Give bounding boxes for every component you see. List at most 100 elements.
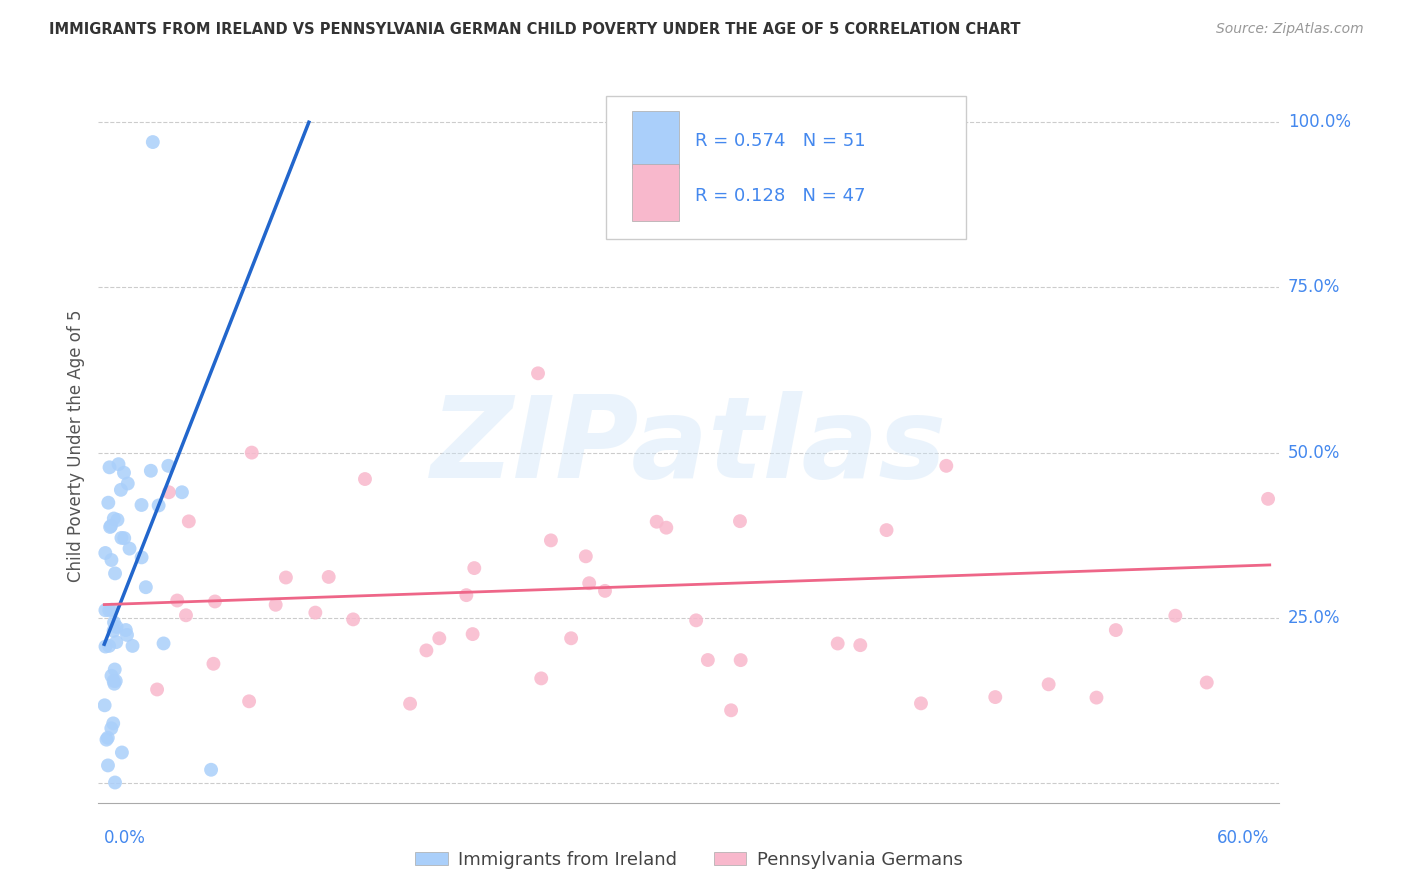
Point [135,580,157,594]
Point [105,620,128,634]
Point [174,608,197,623]
Point [849,638,872,652]
Point [100,721,122,735]
Point [527,367,550,381]
Text: Source: ZipAtlas.com: Source: ZipAtlas.com [1216,22,1364,37]
Point [93,698,115,713]
Point [112,466,135,480]
Point [696,653,718,667]
Point [1105,623,1128,637]
Point [876,523,898,537]
Point [104,673,127,688]
Point [100,669,122,683]
Legend: Immigrants from Ireland, Pennsylvania Germans: Immigrants from Ireland, Pennsylvania Ge… [408,844,970,876]
Point [415,643,437,657]
Point [1195,675,1218,690]
Point [264,598,287,612]
Point [456,588,478,602]
Point [685,613,707,627]
Point [399,697,422,711]
Point [131,498,153,512]
Text: 100.0%: 100.0% [1288,113,1351,131]
Point [103,673,125,688]
Point [98,460,121,475]
Text: ZIPatlas: ZIPatlas [430,391,948,501]
Point [110,531,132,545]
Point [318,570,340,584]
Point [728,514,751,528]
Point [575,549,598,564]
Point [103,511,125,525]
Point [730,653,752,667]
Text: 50.0%: 50.0% [1288,443,1340,461]
Point [984,690,1007,704]
Point [142,135,165,149]
Point [593,583,616,598]
Point [100,519,122,533]
Point [540,533,562,548]
Point [530,672,553,686]
Point [1085,690,1108,705]
Point [157,458,180,473]
Text: IMMIGRANTS FROM IRELAND VS PENNSYLVANIA GERMAN CHILD POVERTY UNDER THE AGE OF 5 : IMMIGRANTS FROM IRELAND VS PENNSYLVANIA … [49,22,1021,37]
Point [354,472,377,486]
Point [107,457,129,471]
Point [427,632,450,646]
Point [117,476,139,491]
Point [104,775,127,789]
Text: 25.0%: 25.0% [1288,609,1340,627]
Point [827,636,849,650]
Point [121,639,143,653]
Point [274,570,297,584]
Point [114,623,136,637]
Point [152,636,174,650]
Text: R = 0.128   N = 47: R = 0.128 N = 47 [695,187,865,205]
Point [111,746,134,760]
Point [110,483,132,497]
Point [645,515,668,529]
Point [98,520,121,534]
Text: 75.0%: 75.0% [1288,278,1340,296]
Point [103,677,125,691]
FancyBboxPatch shape [633,111,679,168]
Point [115,628,138,642]
Point [240,445,263,459]
Point [107,513,129,527]
Point [94,603,117,617]
Point [104,663,127,677]
Point [204,594,226,608]
Point [94,640,117,654]
Text: R = 0.574   N = 51: R = 0.574 N = 51 [695,132,866,150]
Point [342,612,364,626]
Point [105,635,128,649]
Point [202,657,225,671]
Point [238,694,260,708]
Point [118,541,141,556]
Point [98,639,121,653]
Point [97,758,120,772]
Point [461,627,484,641]
Point [655,521,678,535]
Point [935,458,957,473]
Point [1164,608,1187,623]
Point [112,531,135,545]
Point [104,566,127,581]
Text: 60.0%: 60.0% [1218,830,1270,847]
FancyBboxPatch shape [606,96,966,239]
Point [560,632,582,646]
Point [1257,491,1279,506]
Point [103,624,125,638]
Point [131,550,153,565]
Text: 0.0%: 0.0% [104,830,146,847]
Point [103,716,125,731]
Point [100,553,122,567]
Y-axis label: Child Poverty Under the Age of 5: Child Poverty Under the Age of 5 [66,310,84,582]
Point [720,703,742,717]
Point [97,731,120,745]
Point [304,606,326,620]
Point [146,682,169,697]
Point [200,763,222,777]
Point [139,464,162,478]
Point [94,546,117,560]
Point [578,576,600,591]
